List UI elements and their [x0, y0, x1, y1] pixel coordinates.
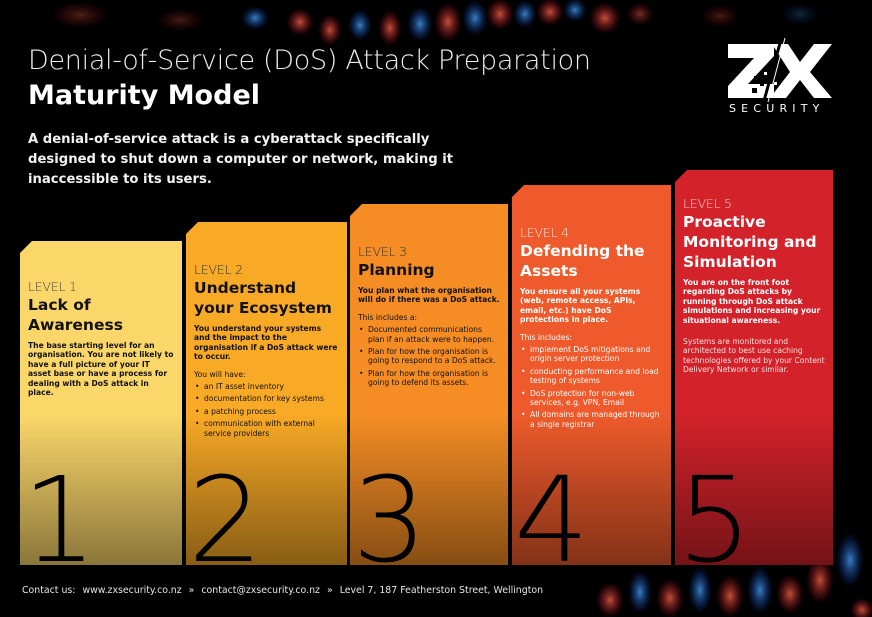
list-item: an IT asset inventory [194, 382, 339, 392]
level-1-column: LEVEL 1 Lack of Awareness The base start… [20, 241, 182, 565]
website-link[interactable]: www.zxsecurity.co.nz [82, 585, 182, 596]
list-item: documentation for key systems [194, 394, 339, 404]
list-item: Plan for how the organisation is going t… [358, 369, 500, 388]
list-item: communication with external service prov… [194, 419, 339, 438]
level-4-column: LEVEL 4 Defending the Assets You ensure … [512, 185, 671, 565]
level-number: 4 [514, 451, 589, 565]
list-item: Plan for how the organisation is going t… [358, 347, 500, 366]
level-label: LEVEL 1 [28, 279, 77, 294]
separator: » [188, 585, 195, 596]
address-text: Level 7, 187 Featherston Street, Welling… [339, 585, 544, 596]
contact-label: Contact us: [22, 585, 76, 596]
level-2-column: LEVEL 2 Understand your Ecosystem You un… [186, 222, 347, 565]
level-lead-text: You are on the front foot regarding DoS … [683, 278, 821, 325]
level-lead-text: You plan what the organisation will do i… [358, 286, 500, 305]
level-lead-text: The base starting level for an organisat… [28, 341, 174, 398]
logo-wordmark: SECURITY [729, 102, 825, 115]
list-item: a patching process [194, 407, 339, 417]
page-title-line1: Denial-of-Service (DoS) Attack Preparati… [28, 45, 591, 76]
level-title: Defending the Assets [520, 242, 645, 280]
list-item: implement DoS mitigations and origin ser… [520, 345, 663, 364]
intro-paragraph: A denial-of-service attack is a cyberatt… [28, 132, 454, 187]
level-number: 2 [188, 451, 263, 565]
list-item: conducting performance and load testing … [520, 367, 663, 386]
level-sub-heading: You will have: [194, 369, 246, 379]
level-number: 5 [677, 451, 752, 565]
level-title: Lack of Awareness [28, 296, 123, 334]
level-sub-text: Systems are monitored and architected to… [683, 337, 825, 375]
list-item: DoS protection for non-web services, e.g… [520, 389, 663, 408]
level-label: LEVEL 3 [358, 244, 407, 259]
separator: » [326, 585, 333, 596]
level-list: Documented communications plan if an att… [358, 325, 500, 387]
list-item: All domains are managed through a single… [520, 410, 663, 429]
email-link[interactable]: contact@zxsecurity.co.nz [201, 585, 320, 596]
contact-footer: Contact us: www.zxsecurity.co.nz » conta… [22, 585, 547, 596]
level-label: LEVEL 5 [683, 196, 732, 211]
level-label: LEVEL 4 [520, 225, 569, 240]
level-title: Understand your Ecosystem [194, 279, 332, 317]
list-item: Documented communications plan if an att… [358, 325, 500, 344]
level-sub-heading: This includes: [520, 332, 572, 342]
level-title: Planning [358, 261, 435, 279]
level-3-column: LEVEL 3 Planning You plan what the organ… [350, 204, 508, 565]
level-lead-text: You ensure all your systems (web, remote… [520, 287, 641, 325]
level-label: LEVEL 2 [194, 262, 243, 277]
level-number: 3 [352, 451, 427, 565]
level-list: an IT asset inventory documentation for … [194, 382, 339, 438]
page-title-line2: Maturity Model [28, 80, 261, 111]
level-number: 1 [22, 451, 97, 565]
zx-security-logo-icon [728, 36, 832, 109]
level-sub-heading: This includes a: [358, 312, 418, 322]
level-lead-text: You understand your systems and the impa… [194, 324, 338, 362]
level-list: implement DoS mitigations and origin ser… [520, 345, 663, 429]
level-5-column: LEVEL 5 Proactive Monitoring and Simulat… [675, 170, 833, 565]
level-title: Proactive Monitoring and Simulation [683, 213, 817, 271]
